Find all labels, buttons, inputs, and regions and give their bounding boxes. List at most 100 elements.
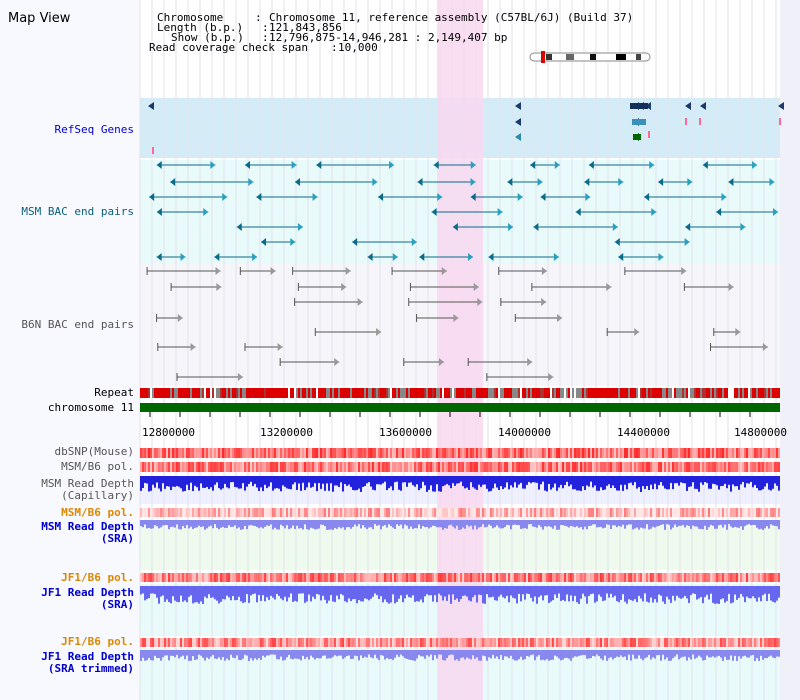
polymorphism-cell — [452, 462, 454, 472]
depth-bar — [476, 586, 478, 603]
polymorphism-cell — [222, 448, 224, 458]
polymorphism-cell — [580, 573, 582, 582]
polymorphism-cell — [322, 638, 324, 647]
depth-bar — [628, 520, 630, 525]
polymorphism-cell — [708, 573, 710, 582]
depth-bar — [642, 586, 644, 602]
polymorphism-cell — [776, 638, 778, 647]
track-label-msm-bac[interactable]: MSM BAC end pairs — [21, 205, 134, 218]
polymorphism-cell — [334, 462, 336, 472]
depth-bar — [454, 476, 456, 486]
polymorphism-cell — [600, 573, 602, 582]
depth-bar — [146, 650, 148, 661]
polymorphism-cell — [464, 448, 466, 458]
repeat-segment — [332, 388, 334, 398]
depth-bar — [504, 520, 506, 527]
depth-bar — [688, 520, 690, 526]
polymorphism-cell — [452, 508, 454, 517]
polymorphism-cell — [162, 448, 164, 458]
polymorphism-cell — [244, 462, 246, 472]
depth-bar — [260, 650, 262, 660]
depth-bar — [176, 650, 178, 655]
polymorphism-cell — [274, 462, 276, 472]
repeat-segment — [282, 388, 284, 398]
polymorphism-cell — [308, 462, 310, 472]
polymorphism-cell — [398, 462, 400, 472]
repeat-segment — [714, 388, 716, 398]
depth-bar — [390, 520, 392, 527]
polymorphism-cell — [140, 462, 142, 472]
polymorphism-cell — [194, 638, 196, 647]
repeat-segment — [616, 388, 618, 398]
track-label-refseq[interactable]: RefSeq Genes — [54, 123, 134, 136]
depth-bar — [354, 520, 356, 525]
polymorphism-cell — [614, 573, 616, 582]
depth-bar — [584, 650, 586, 656]
polymorphism-cell — [518, 508, 520, 517]
depth-bar — [732, 520, 734, 528]
depth-bar — [416, 476, 418, 485]
polymorphism-cell — [700, 508, 702, 517]
track-label-b6n-bac[interactable]: B6N BAC end pairs — [21, 318, 134, 331]
polymorphism-cell — [496, 462, 498, 472]
depth-bar — [180, 476, 182, 489]
length-value: 121,843,856 — [269, 21, 342, 34]
polymorphism-cell — [640, 462, 642, 472]
track-label-chromosome: chromosome 11 — [47, 401, 134, 414]
depth-bar — [292, 650, 294, 660]
depth-bar — [682, 520, 684, 525]
depth-bar — [690, 476, 692, 487]
depth-bar — [438, 520, 440, 528]
repeat-segment — [466, 388, 468, 398]
polymorphism-cell — [242, 508, 244, 517]
depth-bar — [140, 520, 142, 527]
depth-bar — [608, 520, 610, 525]
polymorphism-cell — [360, 462, 362, 472]
polymorphism-cell — [662, 508, 664, 517]
depth-bar — [234, 476, 236, 487]
polymorphism-cell — [654, 448, 656, 458]
polymorphism-cell — [710, 462, 712, 472]
repeat-segment — [204, 388, 206, 398]
repeat-segment — [532, 388, 534, 398]
depth-bar — [632, 476, 634, 486]
polymorphism-cell — [746, 638, 748, 647]
polymorphism-cell — [306, 448, 308, 458]
polymorphism-cell — [642, 508, 644, 517]
polymorphism-cell — [406, 448, 408, 458]
depth-bar — [426, 520, 428, 528]
depth-bar — [340, 586, 342, 594]
polymorphism-cell — [426, 573, 428, 582]
depth-bar — [430, 520, 432, 528]
repeat-segment — [378, 388, 380, 398]
bac-end-marker — [438, 358, 444, 366]
depth-bar — [396, 476, 398, 482]
polymorphism-cell — [332, 462, 334, 472]
polymorphism-cell — [258, 638, 260, 647]
polymorphism-cell — [656, 508, 658, 517]
polymorphism-cell — [250, 462, 252, 472]
polymorphism-cell — [196, 448, 198, 458]
depth-bar — [696, 476, 698, 489]
depth-bar — [738, 650, 740, 657]
depth-bar — [580, 586, 582, 599]
depth-bar — [422, 476, 424, 482]
polymorphism-cell — [490, 573, 492, 582]
depth-bar — [544, 650, 546, 661]
repeat-segment — [388, 388, 390, 398]
polymorphism-cell — [390, 462, 392, 472]
polymorphism-cell — [732, 508, 734, 517]
repeat-segment — [720, 388, 722, 398]
depth-bar — [326, 520, 328, 530]
polymorphism-cell — [176, 462, 178, 472]
repeat-segment — [614, 388, 616, 398]
depth-bar — [776, 520, 778, 527]
bac-end-marker — [431, 208, 437, 216]
polymorphism-cell — [206, 638, 208, 647]
polymorphism-cell — [708, 508, 710, 517]
polymorphism-cell — [366, 462, 368, 472]
polymorphism-cell — [618, 638, 620, 647]
polymorphism-cell — [238, 508, 240, 517]
repeat-segment — [526, 388, 528, 398]
